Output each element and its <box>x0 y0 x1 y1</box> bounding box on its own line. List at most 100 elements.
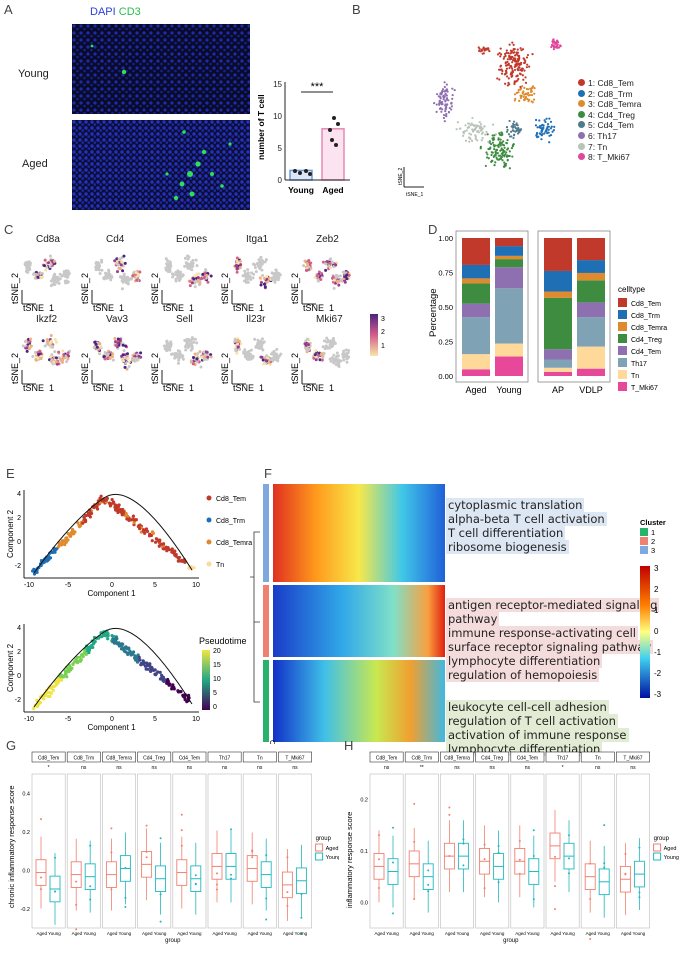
panelH-legend-label: Young <box>664 855 679 861</box>
d-bar-ap <box>544 238 572 376</box>
panel-label-g: G <box>6 738 17 753</box>
d-xtick-young: Young <box>496 385 521 395</box>
cd3-signal <box>90 44 232 201</box>
panelG-facet-strip <box>172 751 207 763</box>
d-legend-swatch <box>618 310 627 319</box>
c-axis-y: tSNE_2 <box>290 273 300 304</box>
panelH-outlier <box>462 842 465 845</box>
c-axis-y: tSNE_2 <box>10 273 20 304</box>
d-segment-cd4_treg <box>544 297 572 350</box>
panelH-legend-title: group <box>654 836 670 842</box>
trajectory-line <box>33 493 193 574</box>
a-xtick-aged: Aged <box>322 185 343 195</box>
panelH-outlier <box>638 891 641 894</box>
d-ytick: 0.00 <box>438 372 453 381</box>
e-ytick: 4 <box>17 625 21 632</box>
panelH-outlier <box>589 862 592 865</box>
panelH-facet-panel <box>616 773 650 929</box>
d-segment-t_mki67 <box>577 368 605 376</box>
panelH-outlier <box>638 896 641 899</box>
panelH-xtick: Aged Young <box>374 931 399 936</box>
panelG-facet-panel <box>31 773 66 929</box>
panelH-facet-label: T_Mki67 <box>623 756 642 762</box>
panelG-outlier <box>286 891 289 894</box>
panelG-outlier <box>54 890 56 893</box>
f-column-label: Cluster <box>268 740 275 744</box>
panelH-facet-panel <box>580 773 615 929</box>
f-dendrogram <box>250 531 260 703</box>
c-axis-x: tSNE_1 <box>93 303 124 312</box>
panelH-ytick: 0.0 <box>360 900 368 906</box>
panelG-outlier <box>40 818 42 821</box>
f-cluster-label: 3 <box>651 546 655 555</box>
d-legend-swatch <box>618 334 627 343</box>
panelG-xtick: Aged Young <box>283 931 308 936</box>
d-segment-tn <box>462 354 490 370</box>
a-ylabel: number of T cell <box>256 94 266 160</box>
c-axis-y: tSNE_2 <box>290 353 300 384</box>
d-facet-frame <box>537 230 611 383</box>
panelH-outlier <box>378 834 380 837</box>
c-axis-y: tSNE_2 <box>80 273 90 304</box>
gene-title-mki67: Mki67 <box>316 314 343 325</box>
panelG-facet-panel <box>66 773 101 929</box>
e-ylabel: Component 2 <box>6 509 15 558</box>
f-scale-tick: -2 <box>654 669 662 678</box>
d-legend-swatch <box>618 382 627 391</box>
d-xtick-vdlp: VDLP <box>579 385 603 395</box>
d-ytick: 1.00 <box>438 234 453 243</box>
panel-c-scale: 3 2 1 <box>370 314 385 356</box>
e-pseudotime-title: Pseudotime <box>199 636 247 646</box>
panelH-outlier <box>427 883 430 886</box>
d-segment-cd4_treg <box>462 283 490 304</box>
panelG-outlier <box>54 856 56 859</box>
panelG-outlier <box>300 932 303 935</box>
panelG-facet-strip <box>207 751 242 763</box>
e-xtick: -5 <box>65 582 71 589</box>
d-xtick-aged: Aged <box>465 385 486 395</box>
tsne-cluster-5 <box>505 119 523 140</box>
cd3-label: CD3 <box>118 6 141 18</box>
e-xtick: 0 <box>110 716 114 723</box>
c-axis-x: tSNE_1 <box>163 383 194 392</box>
d-legend-label: T_Mki67 <box>631 385 658 392</box>
panelG-facet-strip <box>278 751 312 763</box>
c-axis-x: tSNE_1 <box>233 383 264 392</box>
panelH-outlier <box>603 862 606 865</box>
d-legend-label: Cd8_Tem <box>631 301 661 308</box>
tsne-cluster-1 <box>496 41 534 90</box>
e-pseudotime-tick: 10 <box>213 676 221 683</box>
e-legend-dot <box>206 495 212 501</box>
tsne-cluster-1 <box>477 46 491 55</box>
panelG-facet-strip <box>102 751 136 763</box>
panelH-outlier <box>568 872 570 875</box>
panelH-xtick: Aged Young <box>550 931 575 936</box>
panelH-facet-sig: ns <box>630 765 636 771</box>
c-axis-y: tSNE_2 <box>220 273 230 304</box>
panelH-outlier <box>603 824 606 827</box>
panelG-facet-sig: * <box>48 765 50 771</box>
panelG-outlier <box>286 904 289 907</box>
trajectory-line <box>33 627 193 708</box>
panelH-ytick: 0.1 <box>360 849 368 855</box>
go-term-cluster-1: T cell differentiation <box>446 526 566 540</box>
f-cluster-swatch <box>640 546 648 554</box>
b-legend-item: 6: Th17 <box>578 131 641 142</box>
b-legend-item: 7: Tn <box>578 142 641 153</box>
d-legend-swatch <box>618 322 627 331</box>
d-ytick: 0.50 <box>438 303 453 312</box>
d-legend-swatch <box>618 358 627 367</box>
a-ytick-5: 5 <box>278 144 283 153</box>
panelG-legend-label: Aged <box>326 846 339 852</box>
panelG-outlier <box>251 856 254 859</box>
d-bar-aged <box>462 238 490 376</box>
panel-d-stacked-bar: Percentage 0.00 0.25 0.50 0.75 1.00 Aged Young A… <box>428 230 667 395</box>
panelG-facet-panel <box>172 773 207 929</box>
b-axis-y: tSNE_2 <box>398 168 404 185</box>
e-xtick: -10 <box>24 582 34 589</box>
